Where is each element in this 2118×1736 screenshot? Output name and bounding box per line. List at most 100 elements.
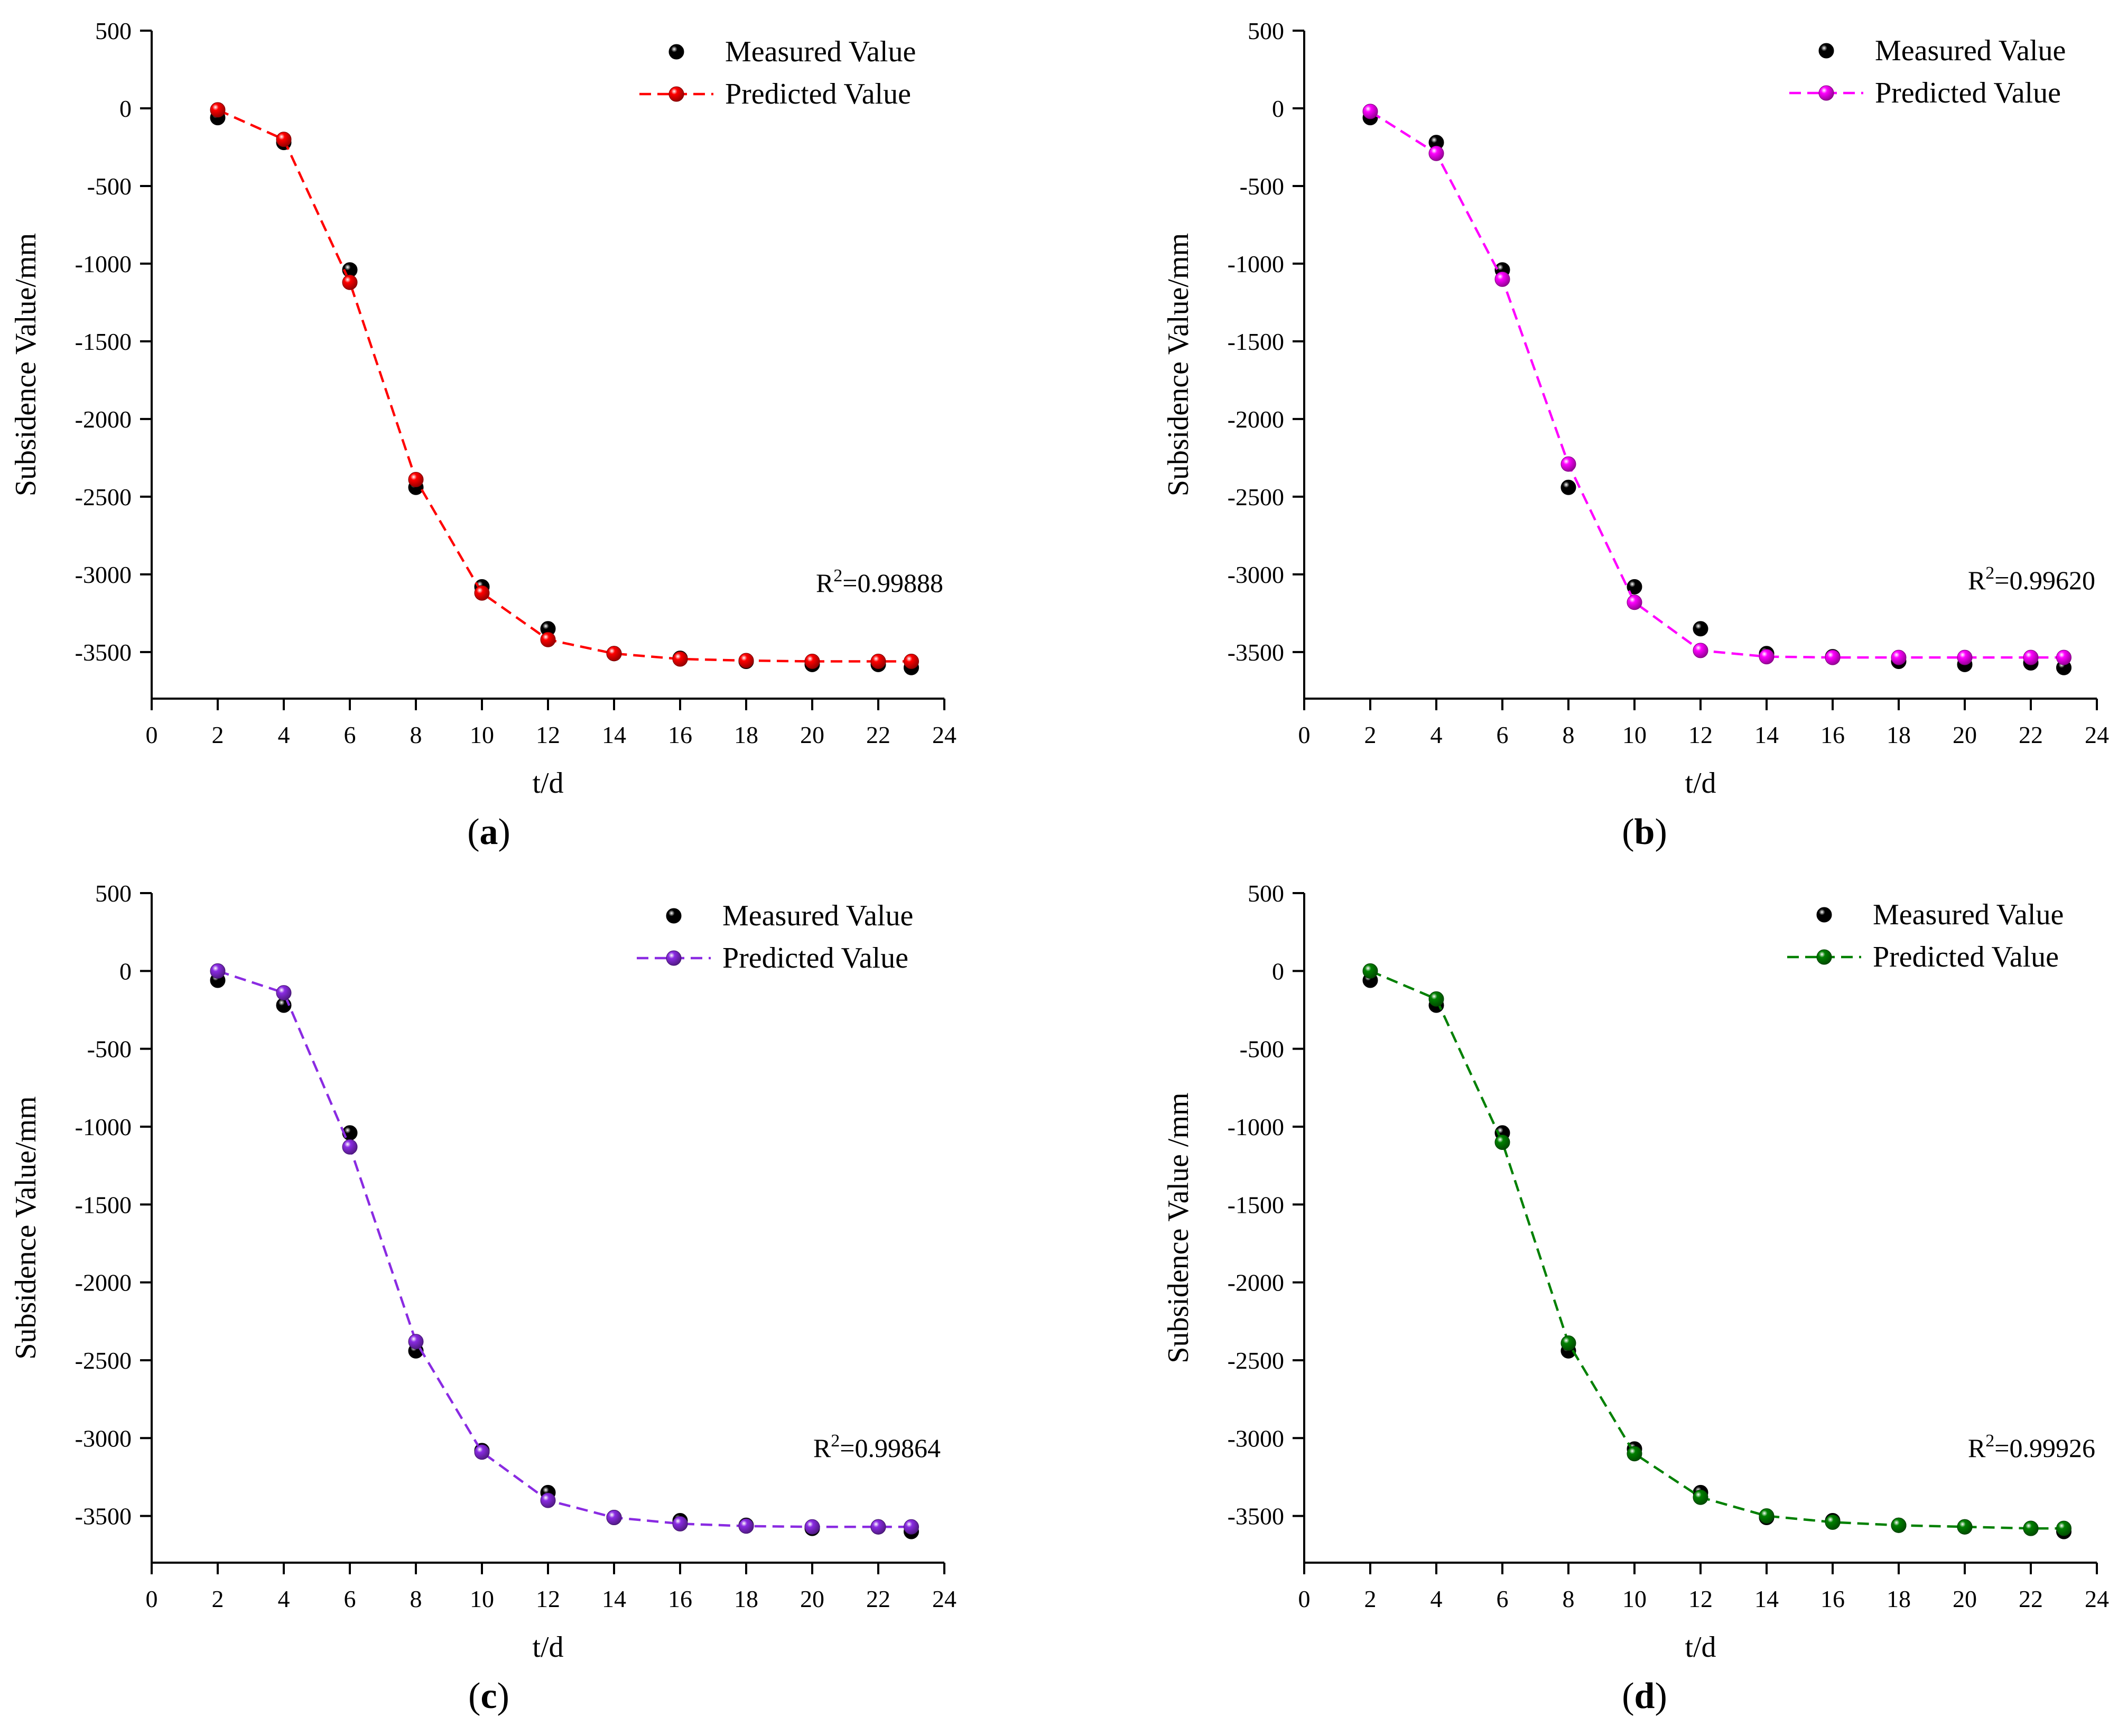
y-axis-label: Subsidence Value/mm <box>1162 233 1195 496</box>
panel-label-open: ( <box>1622 1676 1634 1716</box>
predicted-point <box>540 632 556 647</box>
y-tick-label: -2500 <box>75 1347 132 1374</box>
x-tick-label: 14 <box>602 1585 626 1612</box>
x-tick-label: 6 <box>1497 721 1509 748</box>
x-tick-label: 8 <box>1563 721 1575 748</box>
x-tick-label: 6 <box>344 721 356 748</box>
legend-label-predicted: Predicted Value <box>725 78 911 110</box>
panel-label-open: ( <box>468 1676 480 1716</box>
x-tick-label: 2 <box>1364 721 1377 748</box>
x-tick-label: 18 <box>1887 721 1911 748</box>
r-squared-annotation: R2=0.99888 <box>816 566 943 598</box>
r-squared-value: =0.99926 <box>1994 1433 2095 1463</box>
predicted-point <box>1891 649 1907 665</box>
x-tick-label: 8 <box>410 1585 422 1612</box>
predicted-point <box>1759 649 1775 665</box>
legend-label-measured: Measured Value <box>1875 34 2066 67</box>
y-tick-label: -2500 <box>1228 484 1284 510</box>
y-tick-label: -1000 <box>75 1113 132 1140</box>
predicted-point <box>738 1518 754 1534</box>
x-tick-label: 24 <box>2085 721 2109 748</box>
predicted-point <box>904 1519 919 1535</box>
predicted-point <box>1957 649 1973 665</box>
x-tick-label: 10 <box>470 721 494 748</box>
predicted-point <box>408 472 424 488</box>
predicted-series-line <box>1370 970 2064 1530</box>
legend-marker-predicted <box>668 86 684 102</box>
predicted-point <box>342 274 358 290</box>
y-tick-label: -2500 <box>1228 1347 1284 1374</box>
y-tick-label: 0 <box>1272 95 1284 122</box>
x-tick-label: 20 <box>1953 1585 1977 1612</box>
predicted-point <box>1627 1446 1642 1462</box>
predicted-point <box>904 653 919 669</box>
predicted-point <box>1362 104 1378 119</box>
x-tick-label: 22 <box>2019 721 2043 748</box>
x-tick-label: 18 <box>734 721 758 748</box>
y-tick-label: -1000 <box>1228 1113 1284 1140</box>
y-tick-label: -2500 <box>75 484 132 510</box>
panel-label-letter: a <box>480 812 498 852</box>
legend-marker-predicted <box>1818 85 1834 101</box>
panel-label: (d) <box>1622 1676 1667 1716</box>
x-tick-label: 4 <box>1430 1585 1443 1612</box>
x-tick-label: 12 <box>536 1585 560 1612</box>
x-tick-label: 6 <box>1497 1585 1509 1612</box>
x-axis-label: t/d <box>532 1631 563 1664</box>
r-squared-symbol: R <box>1968 565 1986 595</box>
predicted-point <box>1957 1519 1973 1535</box>
y-tick-label: 0 <box>119 958 132 985</box>
y-tick-label: -3500 <box>1228 639 1284 666</box>
predicted-point <box>804 1519 820 1535</box>
x-tick-label: 14 <box>1754 1585 1779 1612</box>
legend-label-measured: Measured Value <box>1873 898 2064 931</box>
predicted-point <box>1560 1335 1576 1351</box>
panel-label-open: ( <box>467 812 479 852</box>
y-tick-label: -1500 <box>75 328 132 355</box>
x-tick-label: 20 <box>800 1585 824 1612</box>
r-squared-symbol: R <box>816 568 834 598</box>
y-tick-label: -1000 <box>75 250 132 277</box>
predicted-point <box>1759 1508 1775 1524</box>
predicted-point <box>1891 1517 1907 1533</box>
legend-label-measured: Measured Value <box>722 899 913 932</box>
predicted-point <box>540 1492 556 1508</box>
r-squared-superscript: 2 <box>1985 1431 1994 1451</box>
x-tick-label: 22 <box>866 721 890 748</box>
x-tick-label: 16 <box>668 1585 692 1612</box>
x-tick-label: 2 <box>212 1585 224 1612</box>
predicted-point <box>2056 1520 2071 1536</box>
x-tick-label: 12 <box>1688 1585 1713 1612</box>
panel-label-letter: c <box>480 1676 497 1716</box>
x-tick-label: 24 <box>932 721 956 748</box>
x-tick-label: 0 <box>146 1585 158 1612</box>
x-tick-label: 0 <box>1298 1585 1311 1612</box>
legend-label-predicted: Predicted Value <box>722 942 908 974</box>
panel-label-close: ) <box>1655 1676 1667 1716</box>
predicted-point <box>276 132 292 147</box>
x-tick-label: 24 <box>2085 1585 2109 1612</box>
r-squared-superscript: 2 <box>1985 563 1994 583</box>
panel-label: (c) <box>468 1676 509 1716</box>
y-tick-label: -3500 <box>75 639 132 666</box>
y-tick-label: -3000 <box>1228 1425 1284 1452</box>
y-axis-label: Subsidence Value/mm <box>10 1096 42 1359</box>
r-squared-superscript: 2 <box>833 566 842 586</box>
r-squared-value: =0.99620 <box>1994 565 2095 595</box>
y-tick-label: 500 <box>95 17 132 44</box>
y-tick-label: -1500 <box>1228 1191 1284 1218</box>
y-tick-label: -3000 <box>1228 561 1284 588</box>
predicted-series-line <box>1369 110 2064 659</box>
predicted-point <box>1627 595 1642 610</box>
y-tick-label: -500 <box>1240 1036 1284 1063</box>
r-squared-superscript: 2 <box>831 1431 840 1451</box>
panel-label-letter: b <box>1634 812 1655 852</box>
chart-panel-a: 0 2 4 6 8 10 12 14 16 18 20 22 245000-500-1000-1500-… <box>10 17 956 852</box>
y-tick-label: -3000 <box>75 561 132 588</box>
predicted-point <box>2023 1520 2039 1536</box>
legend-label-predicted: Predicted Value <box>1875 77 2061 109</box>
panel-label-open: ( <box>1622 812 1634 852</box>
x-axis-label: t/d <box>1685 767 1716 800</box>
predicted-point <box>408 1334 424 1350</box>
y-tick-label: -1500 <box>1228 328 1284 355</box>
